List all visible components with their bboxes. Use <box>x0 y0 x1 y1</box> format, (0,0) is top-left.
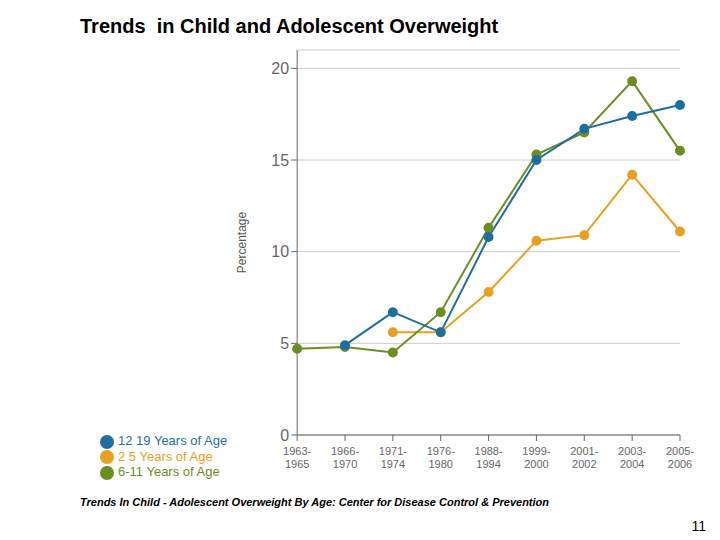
svg-text:10: 10 <box>271 243 289 260</box>
svg-text:2005-2006: 2005-2006 <box>666 445 694 470</box>
svg-text:5: 5 <box>280 335 289 352</box>
svg-text:1976-1980: 1976-1980 <box>427 445 455 470</box>
html-text:Trends in Child and Adolescent: Trends in Child and Adolescent Overweigh… <box>80 15 499 37</box>
svg-text:1966-1970: 1966-1970 <box>331 445 359 470</box>
svg-text:1971-1974: 1971-1974 <box>379 445 407 470</box>
html-text:12 19 Years of Age: 12 19 Years of Age <box>118 433 228 449</box>
svg-text:1999-2000: 1999-2000 <box>522 445 550 470</box>
html-text:Trends In Child - Adolescent O: Trends In Child - Adolescent Overweight … <box>80 496 549 508</box>
svg-text:15: 15 <box>271 152 289 169</box>
svg-text:1963-1965: 1963-1965 <box>283 445 311 470</box>
html-text:6-11 Years of Age: 6-11 Years of Age <box>118 464 220 480</box>
svg-text:0: 0 <box>280 427 289 444</box>
svg-text:1988-1994: 1988-1994 <box>475 445 503 470</box>
html-text:11: 11 <box>691 518 706 534</box>
svg-text:Percentage: Percentage <box>235 211 249 273</box>
html-text:2 5 Years of Age: 2 5 Years of Age <box>118 448 213 464</box>
svg-text:2001-2002: 2001-2002 <box>570 445 598 470</box>
svg-text:2003-2004: 2003-2004 <box>618 445 646 470</box>
svg-text:20: 20 <box>271 60 289 77</box>
